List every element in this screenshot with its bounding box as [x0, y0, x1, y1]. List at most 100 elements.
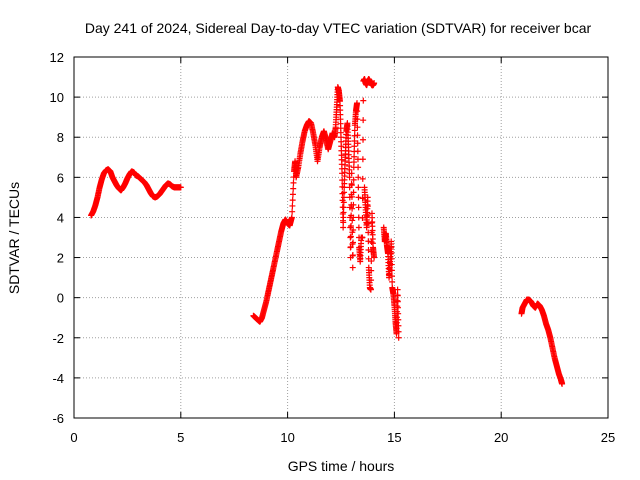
data-point	[290, 185, 297, 192]
data-point	[371, 80, 378, 87]
plot-frame	[73, 56, 609, 419]
data-point	[395, 322, 402, 329]
y-tick-label: -6	[52, 411, 64, 426]
data-point	[360, 97, 367, 104]
data-point	[347, 233, 354, 240]
data-point	[349, 264, 356, 271]
data-point	[350, 239, 357, 246]
data-point	[354, 140, 361, 147]
data-point	[394, 298, 401, 305]
data-point	[394, 292, 401, 299]
y-tick-label: -4	[52, 371, 64, 386]
data-point	[177, 184, 184, 191]
data-point	[348, 170, 355, 177]
data-point	[388, 267, 395, 274]
x-tick-label: 0	[70, 430, 77, 445]
data-point	[354, 124, 361, 131]
data-point	[394, 286, 401, 293]
data-point	[289, 208, 296, 215]
data-point	[348, 193, 355, 200]
y-tick-label: 8	[57, 130, 64, 145]
data-point	[559, 380, 566, 387]
data-point	[340, 209, 347, 216]
data-point	[359, 234, 366, 241]
data-point	[355, 204, 362, 211]
data-point	[349, 252, 356, 259]
data-point	[290, 179, 297, 186]
data-point	[350, 189, 357, 196]
data-point	[388, 250, 395, 257]
data-point	[289, 197, 296, 204]
y-tick-label: 10	[50, 90, 64, 105]
data-points	[88, 76, 566, 387]
data-point	[395, 316, 402, 323]
data-point	[368, 239, 375, 246]
data-point	[350, 201, 357, 208]
data-point	[364, 211, 371, 218]
data-point	[350, 226, 357, 233]
data-point	[367, 286, 374, 293]
x-axis-label: GPS time / hours	[288, 458, 395, 474]
data-point	[348, 182, 355, 189]
data-point	[355, 174, 362, 181]
data-point	[351, 137, 358, 144]
data-point	[289, 202, 296, 209]
data-point	[395, 310, 402, 317]
data-point	[368, 277, 375, 284]
data-point	[355, 194, 362, 201]
data-point	[395, 334, 402, 341]
y-tick-label: 2	[57, 251, 64, 266]
data-point	[348, 222, 355, 229]
x-tick-label: 25	[601, 430, 615, 445]
data-point	[368, 258, 375, 265]
data-point	[347, 244, 354, 251]
data-point	[388, 238, 395, 245]
data-point	[389, 278, 396, 285]
data-point	[354, 116, 361, 123]
data-point	[350, 176, 357, 183]
data-point	[360, 136, 367, 143]
data-point	[388, 261, 395, 268]
axis-ticks: 0 5 10 15 20 25 -6 -4 -2 0 2 4 6 8 10 12	[50, 50, 616, 445]
x-tick-label: 5	[177, 430, 184, 445]
data-point	[350, 159, 357, 166]
y-tick-label: 4	[57, 210, 64, 225]
data-point	[340, 219, 347, 226]
data-point	[359, 175, 366, 182]
data-point	[289, 191, 296, 198]
data-point	[350, 214, 357, 221]
data-series-segment-1	[88, 166, 184, 219]
data-point	[355, 184, 362, 191]
data-point	[365, 220, 372, 227]
data-point	[393, 319, 400, 326]
data-point	[341, 189, 348, 196]
data-point	[349, 217, 356, 224]
data-point	[340, 214, 347, 221]
data-point	[354, 100, 361, 107]
data-point	[346, 174, 353, 181]
y-tick-label: 12	[50, 50, 64, 65]
y-axis-label: SDTVAR / TECUs	[6, 182, 22, 294]
data-point	[395, 304, 402, 311]
data-point	[351, 127, 358, 134]
y-tick-label: -2	[52, 331, 64, 346]
data-point	[388, 244, 395, 251]
data-point	[371, 254, 378, 261]
data-series-segment-2	[250, 76, 378, 325]
data-point	[368, 267, 375, 274]
data-point	[364, 203, 371, 210]
data-point	[340, 194, 347, 201]
data-point	[355, 164, 362, 171]
data-point	[388, 255, 395, 262]
x-tick-label: 20	[494, 430, 508, 445]
data-point	[354, 108, 361, 115]
data-point	[349, 205, 356, 212]
data-point	[388, 273, 395, 280]
data-point	[340, 224, 347, 231]
data-point	[340, 204, 347, 211]
data-point	[354, 132, 361, 139]
y-tick-label: 0	[57, 291, 64, 306]
data-point	[364, 194, 371, 201]
data-point	[351, 143, 358, 150]
